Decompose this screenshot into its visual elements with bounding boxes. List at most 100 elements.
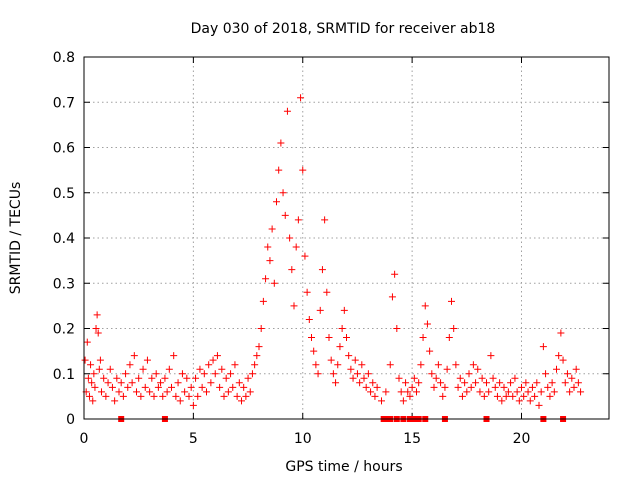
data-point xyxy=(386,361,394,369)
data-point xyxy=(100,374,108,382)
data-point xyxy=(165,365,173,373)
data-point xyxy=(174,379,182,387)
data-point xyxy=(128,379,136,387)
data-point xyxy=(227,370,235,378)
data-point xyxy=(343,334,350,342)
data-point xyxy=(159,392,167,400)
data-point xyxy=(325,334,333,342)
data-point xyxy=(515,397,523,405)
data-point xyxy=(480,392,488,400)
y-tick-label: 0.8 xyxy=(53,50,75,66)
data-point xyxy=(84,374,92,382)
data-point xyxy=(572,365,580,373)
data-point xyxy=(570,383,578,391)
data-point xyxy=(441,383,449,391)
data-point xyxy=(203,388,210,396)
data-point xyxy=(454,383,462,391)
data-point xyxy=(211,370,219,378)
data-point xyxy=(207,379,215,387)
data-point xyxy=(102,392,110,400)
data-point xyxy=(189,401,197,409)
y-tick-label: 0.6 xyxy=(53,141,75,157)
data-point xyxy=(139,365,147,373)
data-point xyxy=(498,397,506,405)
data-point xyxy=(310,347,318,355)
data-point xyxy=(417,361,425,369)
data-point xyxy=(130,352,138,360)
data-point xyxy=(485,388,493,396)
data-point xyxy=(483,379,490,387)
data-point xyxy=(268,225,276,233)
data-point xyxy=(439,392,447,400)
data-point xyxy=(81,356,89,364)
data-point xyxy=(469,361,477,369)
data-point xyxy=(259,297,267,305)
data-point xyxy=(264,243,272,251)
chart-title: Day 030 of 2018, SRMTID for receiver ab1… xyxy=(191,21,496,37)
data-point xyxy=(178,370,186,378)
x-tick-label: 20 xyxy=(513,431,531,447)
data-point xyxy=(358,361,366,369)
data-point xyxy=(507,379,515,387)
data-point xyxy=(273,198,280,206)
data-point xyxy=(209,356,217,364)
data-point xyxy=(539,343,547,351)
points-layer xyxy=(81,94,585,422)
data-point xyxy=(277,139,285,147)
data-point xyxy=(533,379,541,387)
data-point xyxy=(423,320,431,328)
data-point xyxy=(520,392,528,400)
data-point xyxy=(461,379,469,387)
data-point xyxy=(266,257,274,265)
grid-layer xyxy=(84,57,609,419)
data-point xyxy=(345,352,353,360)
plot-frame xyxy=(83,56,610,420)
data-point xyxy=(382,388,390,396)
data-point xyxy=(224,388,232,396)
data-point xyxy=(434,361,442,369)
data-point xyxy=(312,361,320,369)
data-point xyxy=(240,383,248,391)
data-point xyxy=(275,166,283,174)
data-point xyxy=(172,392,180,400)
data-point xyxy=(163,388,171,396)
data-point xyxy=(353,370,361,378)
data-point xyxy=(294,216,302,224)
data-point xyxy=(577,388,585,396)
data-point xyxy=(98,388,105,396)
data-point xyxy=(487,352,495,360)
data-point xyxy=(85,392,93,400)
data-point xyxy=(493,392,501,400)
y-tick-label: 0.1 xyxy=(53,367,75,383)
data-point xyxy=(286,234,294,242)
y-tick-label: 0.5 xyxy=(53,186,75,202)
data-point xyxy=(233,392,241,400)
data-point xyxy=(419,334,427,342)
data-point xyxy=(94,329,102,337)
data-point xyxy=(106,365,114,373)
data-point xyxy=(87,361,95,369)
data-point xyxy=(351,356,359,364)
data-point xyxy=(255,343,263,351)
data-point xyxy=(528,383,536,391)
data-point xyxy=(200,370,208,378)
data-point xyxy=(574,379,582,387)
data-point xyxy=(406,392,414,400)
data-point xyxy=(148,374,156,382)
data-point xyxy=(235,379,243,387)
data-point xyxy=(270,279,278,287)
data-point xyxy=(242,392,250,400)
data-point xyxy=(244,374,252,382)
data-point xyxy=(526,397,534,405)
data-point xyxy=(170,352,178,360)
data-point xyxy=(154,383,162,391)
data-point xyxy=(150,392,158,400)
data-point xyxy=(362,383,370,391)
data-point xyxy=(504,388,512,396)
data-point xyxy=(213,352,221,360)
data-point xyxy=(378,397,385,405)
tick-layer: 0 0.1 0.2 0.3 0.4 0.5 0.6 0.7 0.8 0 5 10 15 20 xyxy=(53,50,609,447)
data-point xyxy=(288,266,296,274)
data-point xyxy=(511,374,519,382)
